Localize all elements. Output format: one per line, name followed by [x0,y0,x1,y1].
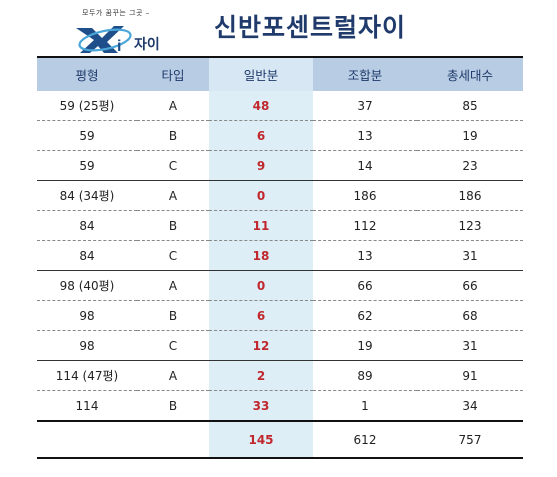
cell-union: 13 [313,240,417,271]
cell-general: 6 [209,120,313,151]
cell-union: 62 [313,300,417,331]
xi-logo: 모두가 꿈꾸는 그곳 – i 자이 [74,8,184,54]
cell-general: 0 [209,270,313,301]
header-general: 일반분 [209,56,313,91]
cell-general: 6 [209,300,313,331]
cell-total: 34 [417,390,523,422]
cell-size: 84 [37,240,137,271]
total-union: 612 [313,421,417,459]
cell-total: 19 [417,120,523,151]
cell-type: A [137,91,209,121]
cell-size: 59 [37,150,137,181]
cell-size: 59 (25평) [37,91,137,121]
logo-tagline: 모두가 꿈꾸는 그곳 – [82,9,150,17]
cell-general: 2 [209,360,313,391]
cell-type: B [137,120,209,151]
totals-row: 145 612 757 [37,421,523,459]
cell-type: A [137,270,209,301]
cell-size: 114 (47평) [37,360,137,391]
cell-total: 85 [417,91,523,121]
cell-size: 84 (34평) [37,180,137,211]
cell-general: 0 [209,180,313,211]
table-row: 59 (25평) A 48 37 85 [37,91,523,121]
cell-size: 59 [37,120,137,151]
table-row: 114 (47평) A 2 89 91 [37,360,523,391]
total-total: 757 [417,421,523,459]
cell-type: C [137,330,209,361]
cell-general: 48 [209,91,313,121]
cell-total: 23 [417,150,523,181]
xi-logo-icon: i [76,26,132,54]
cell-union: 1 [313,390,417,422]
table-row: 84 B 11 112 123 [37,210,523,241]
table-row: 98 (40평) A 0 66 66 [37,270,523,301]
cell-union: 89 [313,360,417,391]
total-general: 145 [209,421,313,459]
cell-general: 12 [209,330,313,361]
cell-type: B [137,300,209,331]
cell-union: 13 [313,120,417,151]
page-title: 신반포센트럴자이 [214,13,407,42]
cell-union: 14 [313,150,417,181]
cell-union: 37 [313,91,417,121]
cell-type: B [137,390,209,422]
table-row: 114 B 33 1 34 [37,390,523,422]
cell-total: 31 [417,240,523,271]
table-row: 98 C 12 19 31 [37,330,523,361]
header-union: 조합분 [313,56,417,91]
cell-union: 112 [313,210,417,241]
cell-total: 31 [417,330,523,361]
cell-union: 19 [313,330,417,361]
table-header-row: 평형 타입 일반분 조합분 총세대수 [37,56,523,91]
cell-size: 84 [37,210,137,241]
logo-brand: 자이 [134,37,160,53]
table-row: 59 C 9 14 23 [37,150,523,181]
cell-type: A [137,180,209,211]
cell-union: 66 [313,270,417,301]
total-size [37,421,137,459]
cell-union: 186 [313,180,417,211]
cell-type: C [137,240,209,271]
cell-general: 18 [209,240,313,271]
cell-type: B [137,210,209,241]
cell-total: 66 [417,270,523,301]
table-row: 98 B 6 62 68 [37,300,523,331]
cell-total: 91 [417,360,523,391]
cell-size: 98 (40평) [37,270,137,301]
cell-type: A [137,360,209,391]
cell-general: 33 [209,390,313,422]
header-type: 타입 [137,56,209,91]
cell-total: 123 [417,210,523,241]
cell-total: 186 [417,180,523,211]
total-type [137,421,209,459]
cell-total: 68 [417,300,523,331]
cell-size: 114 [37,390,137,422]
table-row: 84 (34평) A 0 186 186 [37,180,523,211]
table-row: 59 B 6 13 19 [37,120,523,151]
cell-size: 98 [37,330,137,361]
cell-size: 98 [37,300,137,331]
cell-type: C [137,150,209,181]
table-row: 84 C 18 13 31 [37,240,523,271]
header-total: 총세대수 [417,56,523,91]
svg-text:i: i [117,38,121,54]
cell-general: 11 [209,210,313,241]
cell-general: 9 [209,150,313,181]
header-size: 평형 [37,56,137,91]
unit-table: 평형 타입 일반분 조합분 총세대수 59 (25평) A 48 37 85 5… [37,56,523,459]
